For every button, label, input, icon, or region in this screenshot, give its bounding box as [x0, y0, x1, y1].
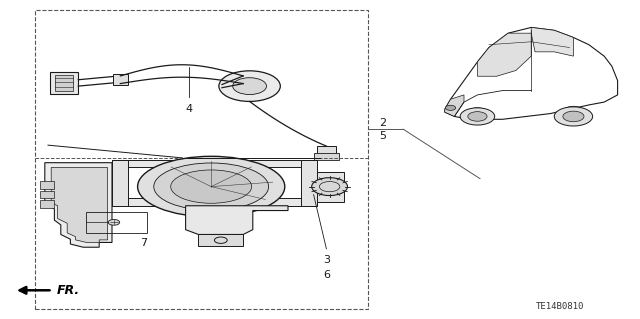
- Bar: [40, 181, 54, 189]
- Polygon shape: [445, 95, 464, 116]
- Bar: [314, 153, 339, 160]
- Bar: [40, 200, 54, 208]
- Polygon shape: [198, 234, 243, 246]
- Ellipse shape: [171, 170, 252, 203]
- Bar: [50, 72, 78, 94]
- Polygon shape: [186, 206, 288, 234]
- Polygon shape: [51, 167, 108, 242]
- Bar: [112, 160, 317, 167]
- Bar: [35, 10, 368, 309]
- Polygon shape: [477, 33, 531, 76]
- Bar: [301, 160, 317, 206]
- Text: FR.: FR.: [56, 284, 79, 297]
- Bar: [112, 198, 317, 206]
- Bar: [112, 160, 128, 206]
- Circle shape: [554, 107, 593, 126]
- Bar: [55, 75, 73, 91]
- Circle shape: [563, 111, 584, 122]
- Bar: [317, 172, 344, 202]
- Circle shape: [460, 108, 495, 125]
- Circle shape: [468, 112, 487, 121]
- Text: 7: 7: [140, 238, 148, 248]
- Bar: [40, 191, 54, 198]
- Circle shape: [445, 105, 456, 110]
- Text: TE14B0810: TE14B0810: [536, 302, 584, 311]
- Text: 6: 6: [323, 270, 330, 279]
- Bar: [86, 212, 147, 233]
- Circle shape: [233, 78, 266, 94]
- Text: 4: 4: [185, 104, 193, 114]
- Bar: [317, 146, 336, 154]
- Circle shape: [108, 219, 120, 225]
- Circle shape: [312, 178, 348, 196]
- Ellipse shape: [138, 156, 285, 217]
- Ellipse shape: [154, 163, 269, 210]
- Polygon shape: [531, 27, 573, 56]
- Text: 3: 3: [323, 255, 330, 265]
- Text: 2: 2: [380, 118, 387, 128]
- Bar: [113, 74, 128, 85]
- Polygon shape: [45, 163, 112, 247]
- Circle shape: [219, 71, 280, 101]
- Text: 5: 5: [380, 130, 387, 141]
